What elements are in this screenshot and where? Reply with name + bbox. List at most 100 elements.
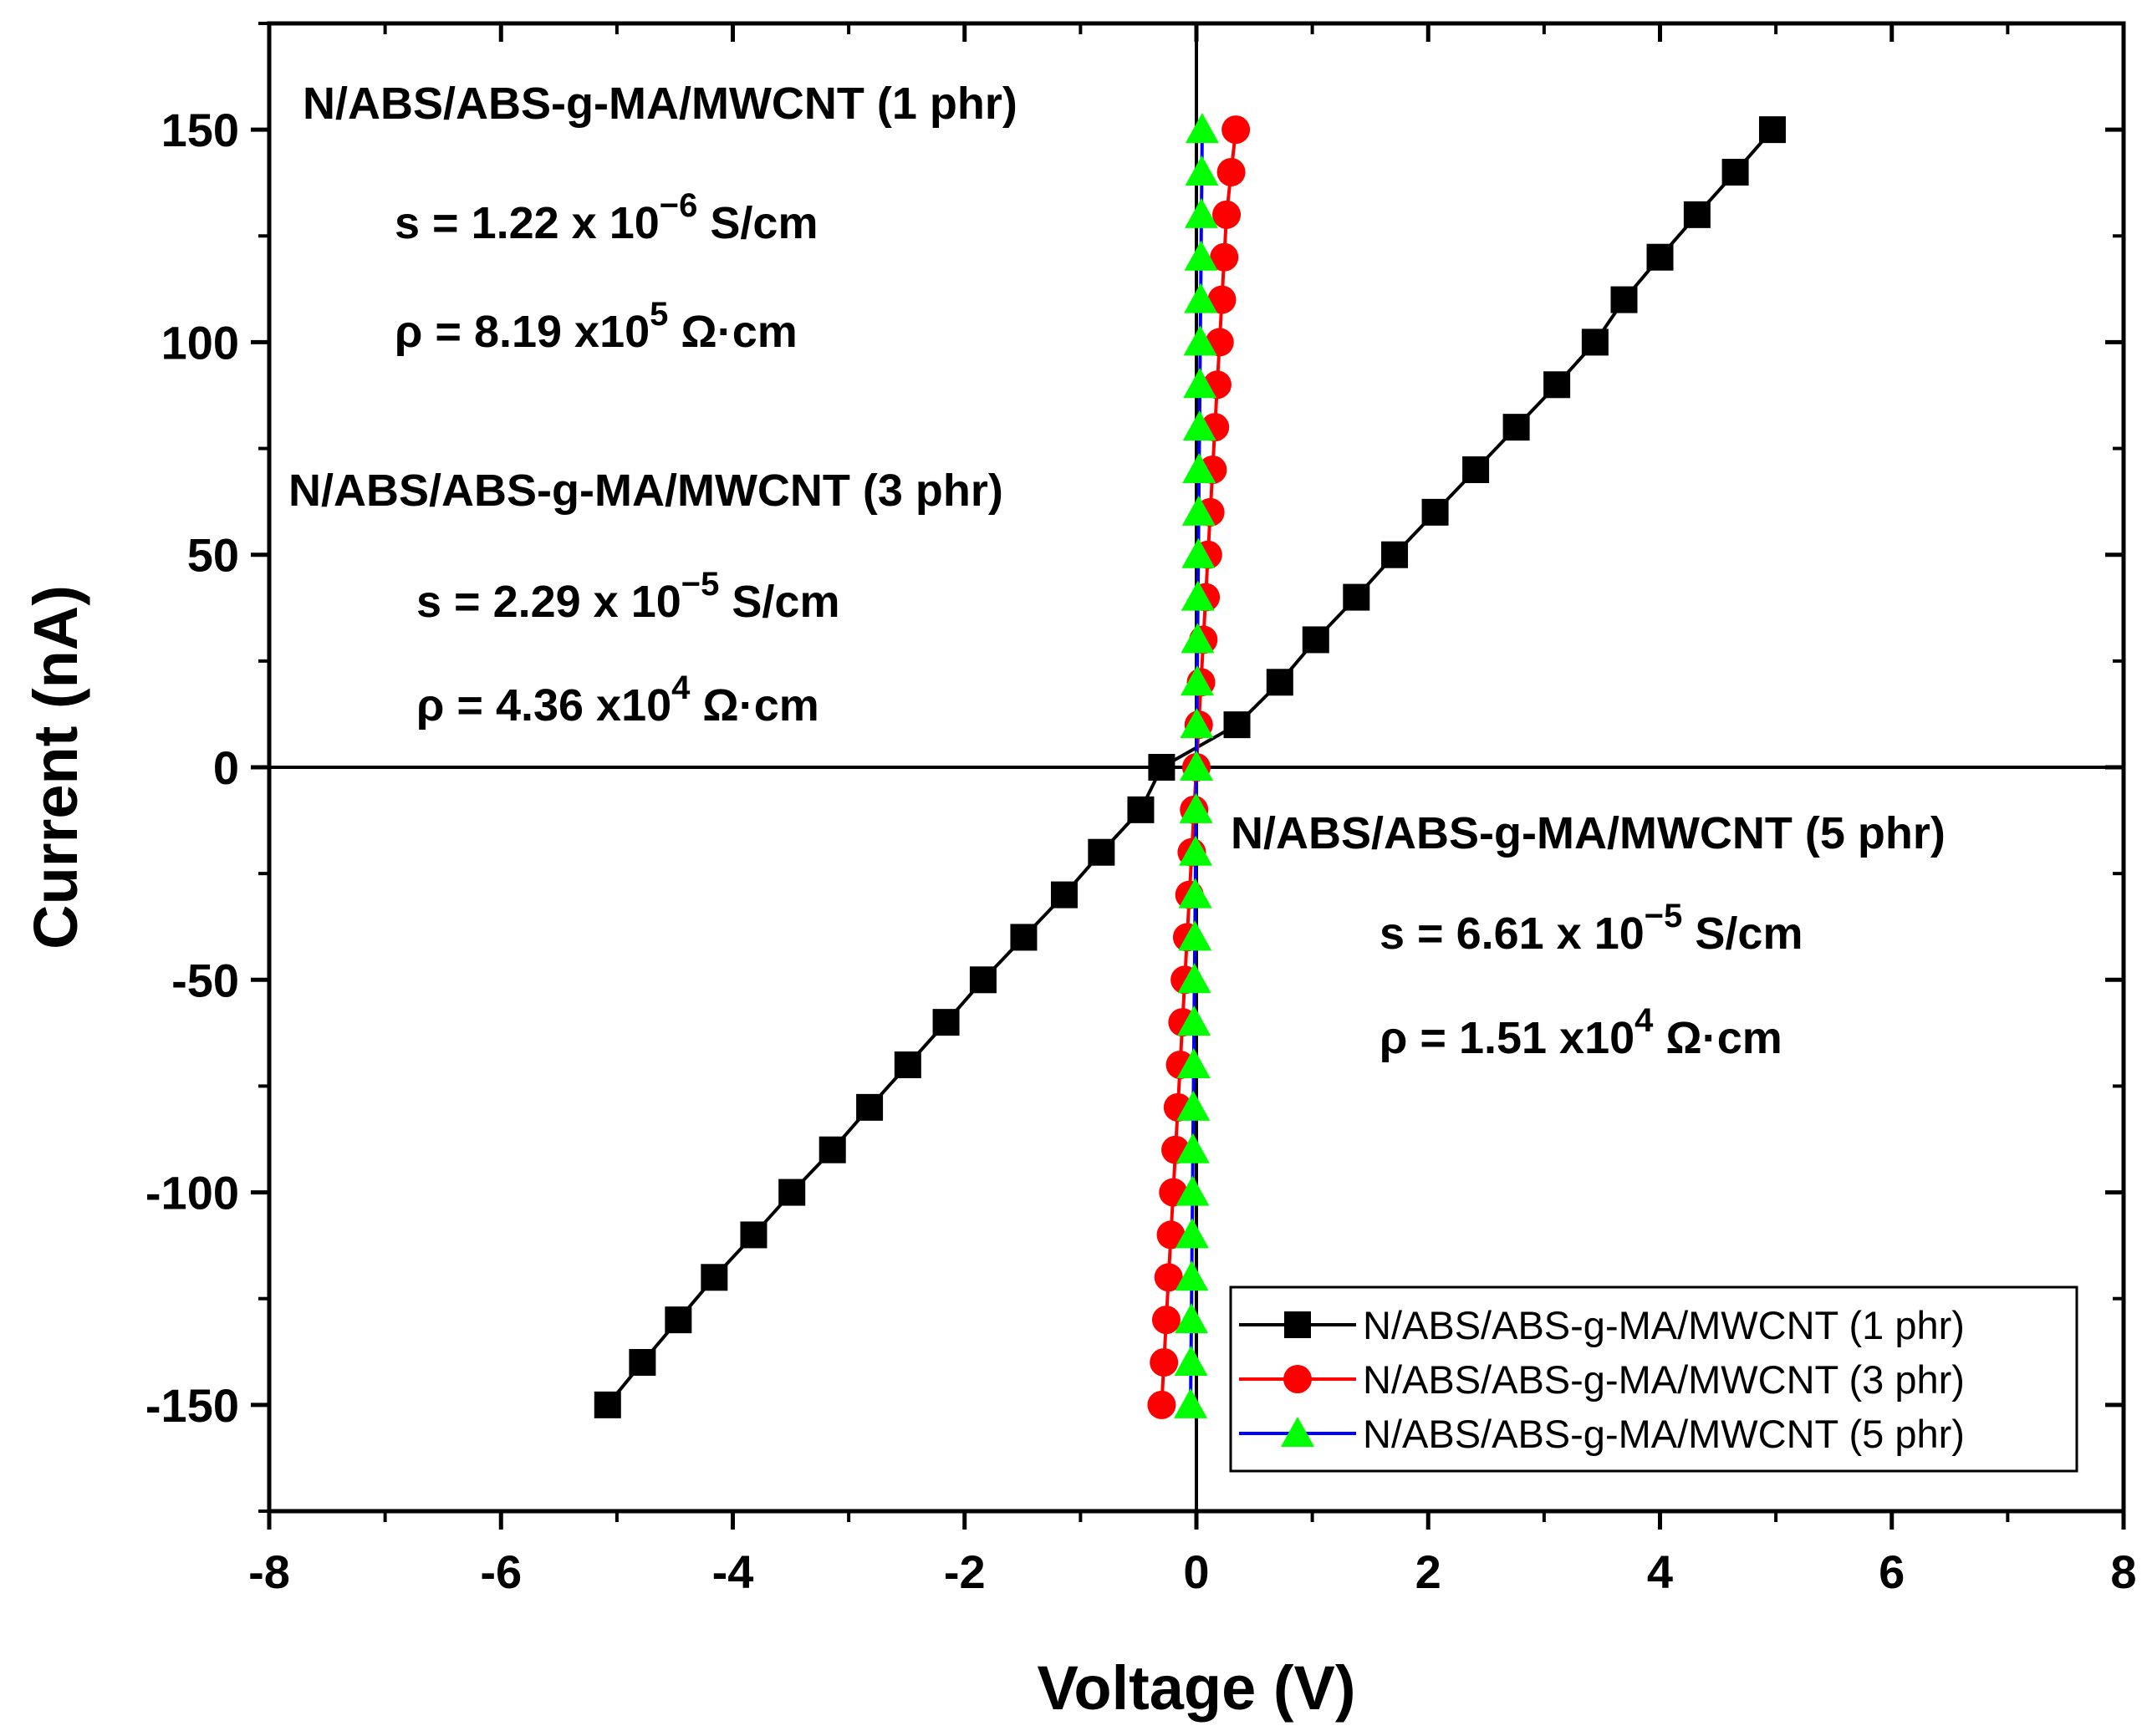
data-point-1phr xyxy=(894,1051,921,1078)
data-point-5phr xyxy=(1176,1090,1211,1121)
data-point-1phr xyxy=(819,1136,846,1163)
data-point-5phr xyxy=(1176,1048,1211,1078)
annotation-1phr: N/ABS/ABS-g-MA/MWCNT (1 phr) s = 1.22 x … xyxy=(303,79,1017,357)
series-markers xyxy=(594,113,1786,1419)
y-tick-label: -50 xyxy=(171,954,239,1006)
data-point-1phr xyxy=(1343,583,1370,611)
data-point-1phr xyxy=(1721,159,1749,186)
data-point-5phr xyxy=(1174,1346,1208,1376)
data-point-1phr xyxy=(1127,796,1155,823)
data-point-5phr xyxy=(1183,368,1217,399)
data-point-1phr xyxy=(1381,541,1409,568)
annotation-5phr-title: N/ABS/ABS-g-MA/MWCNT (5 phr) xyxy=(1231,808,1946,858)
x-tick-label: 4 xyxy=(1647,1545,1673,1598)
y-tick-label: -150 xyxy=(145,1379,239,1432)
data-point-3phr xyxy=(1150,1348,1179,1377)
data-point-5phr xyxy=(1185,113,1219,144)
x-tick-label: -8 xyxy=(248,1545,290,1598)
x-tick-label: 2 xyxy=(1415,1545,1441,1598)
data-point-5phr xyxy=(1175,1303,1209,1334)
legend-marker-3phr xyxy=(1283,1365,1312,1393)
legend-label-1phr: N/ABS/ABS-g-MA/MWCNT (1 phr) xyxy=(1363,1303,1965,1347)
data-point-1phr xyxy=(1462,456,1490,483)
annotation-1phr-title: N/ABS/ABS-g-MA/MWCNT (1 phr) xyxy=(303,79,1017,129)
data-point-5phr xyxy=(1178,878,1212,909)
data-point-1phr xyxy=(932,1009,960,1036)
data-point-5phr xyxy=(1180,665,1214,696)
x-tick-label: 8 xyxy=(2110,1545,2136,1598)
plot-frame xyxy=(267,21,2126,1514)
data-point-3phr xyxy=(1212,200,1242,229)
data-point-1phr xyxy=(665,1306,692,1334)
legend-marker-1phr xyxy=(1284,1311,1311,1338)
data-point-1phr xyxy=(1088,838,1115,866)
x-axis-title: Voltage (V) xyxy=(1038,1653,1356,1723)
data-point-1phr xyxy=(629,1349,656,1376)
y-tick-label: -100 xyxy=(145,1167,239,1219)
data-point-5phr xyxy=(1179,792,1213,823)
data-point-5phr xyxy=(1184,197,1218,228)
data-point-5phr xyxy=(1181,495,1216,526)
annotation-3phr-rho: ρ = 4.36 x104 Ω·cm xyxy=(416,669,819,731)
data-point-5phr xyxy=(1175,1133,1210,1163)
data-point-1phr xyxy=(1543,371,1571,399)
annotation-3phr-sigma: s = 2.29 x 10−5 S/cm xyxy=(416,566,839,627)
legend: N/ABS/ABS-g-MA/MWCNT (1 phr) N/ABS/ABS-g-… xyxy=(1229,1285,2078,1473)
y-axis-title: Current (nA) xyxy=(21,585,90,949)
data-point-1phr xyxy=(1010,924,1038,951)
annotation-5phr: N/ABS/ABS-g-MA/MWCNT (5 phr) s = 6.61 x … xyxy=(1231,808,1946,1063)
annotation-3phr: N/ABS/ABS-g-MA/MWCNT (3 phr) s = 2.29 x … xyxy=(288,466,1003,731)
data-point-5phr xyxy=(1181,537,1216,568)
x-tick-label: -2 xyxy=(944,1545,986,1598)
x-tick-label: -4 xyxy=(712,1545,754,1598)
data-point-1phr xyxy=(778,1179,806,1206)
data-point-1phr xyxy=(1758,116,1786,144)
x-tick-label: -6 xyxy=(480,1545,522,1598)
annotation-5phr-sigma: s = 6.61 x 10−5 S/cm xyxy=(1379,898,1803,959)
data-point-1phr xyxy=(1148,754,1175,781)
data-point-5phr xyxy=(1183,325,1217,356)
legend-marker-5phr xyxy=(1281,1417,1314,1447)
data-point-1phr xyxy=(1581,328,1609,356)
data-point-5phr xyxy=(1177,963,1211,994)
data-point-1phr xyxy=(1646,243,1674,271)
data-point-3phr xyxy=(1207,285,1237,314)
data-point-3phr xyxy=(1210,242,1239,272)
data-point-5phr xyxy=(1181,623,1215,654)
y-tick-label: 50 xyxy=(187,529,239,582)
data-point-3phr xyxy=(1156,1220,1186,1250)
data-point-5phr xyxy=(1182,453,1216,483)
x-tick-label: 6 xyxy=(1879,1545,1905,1598)
data-point-1phr xyxy=(1683,201,1711,228)
x-tick-label: 0 xyxy=(1183,1545,1209,1598)
data-point-3phr xyxy=(1151,1306,1181,1335)
data-point-1phr xyxy=(1502,414,1530,441)
data-point-1phr xyxy=(1610,286,1638,313)
data-point-1phr xyxy=(1266,669,1293,696)
data-point-3phr xyxy=(1216,158,1246,186)
data-point-1phr xyxy=(701,1264,728,1291)
legend-label-5phr: N/ABS/ABS-g-MA/MWCNT (5 phr) xyxy=(1363,1412,1965,1456)
data-point-1phr xyxy=(594,1391,621,1418)
data-point-5phr xyxy=(1180,751,1213,781)
data-point-5phr xyxy=(1182,410,1216,441)
axis-ticks xyxy=(251,22,2126,1530)
data-point-1phr xyxy=(969,966,997,994)
tick-labels: -8 -6 -4 -2 0 2 4 6 8 -150 -100 -50 0 50 100 150 xyxy=(145,104,2137,1598)
data-point-1phr xyxy=(1421,498,1449,526)
data-point-5phr xyxy=(1179,835,1213,866)
data-point-3phr xyxy=(1221,115,1251,145)
y-tick-label: 150 xyxy=(161,104,239,156)
y-tick-label: 100 xyxy=(161,316,239,369)
legend-box xyxy=(1229,1285,2078,1473)
annotation-3phr-title: N/ABS/ABS-g-MA/MWCNT (3 phr) xyxy=(288,466,1003,516)
legend-label-3phr: N/ABS/ABS-g-MA/MWCNT (3 phr) xyxy=(1363,1357,1965,1402)
data-point-3phr xyxy=(1147,1390,1176,1419)
data-point-1phr xyxy=(740,1221,768,1249)
data-point-3phr xyxy=(1154,1263,1183,1292)
data-point-5phr xyxy=(1177,1005,1211,1036)
annotation-1phr-sigma: s = 1.22 x 10−6 S/cm xyxy=(395,187,818,248)
data-point-5phr xyxy=(1184,283,1218,313)
data-point-5phr xyxy=(1175,1218,1209,1249)
